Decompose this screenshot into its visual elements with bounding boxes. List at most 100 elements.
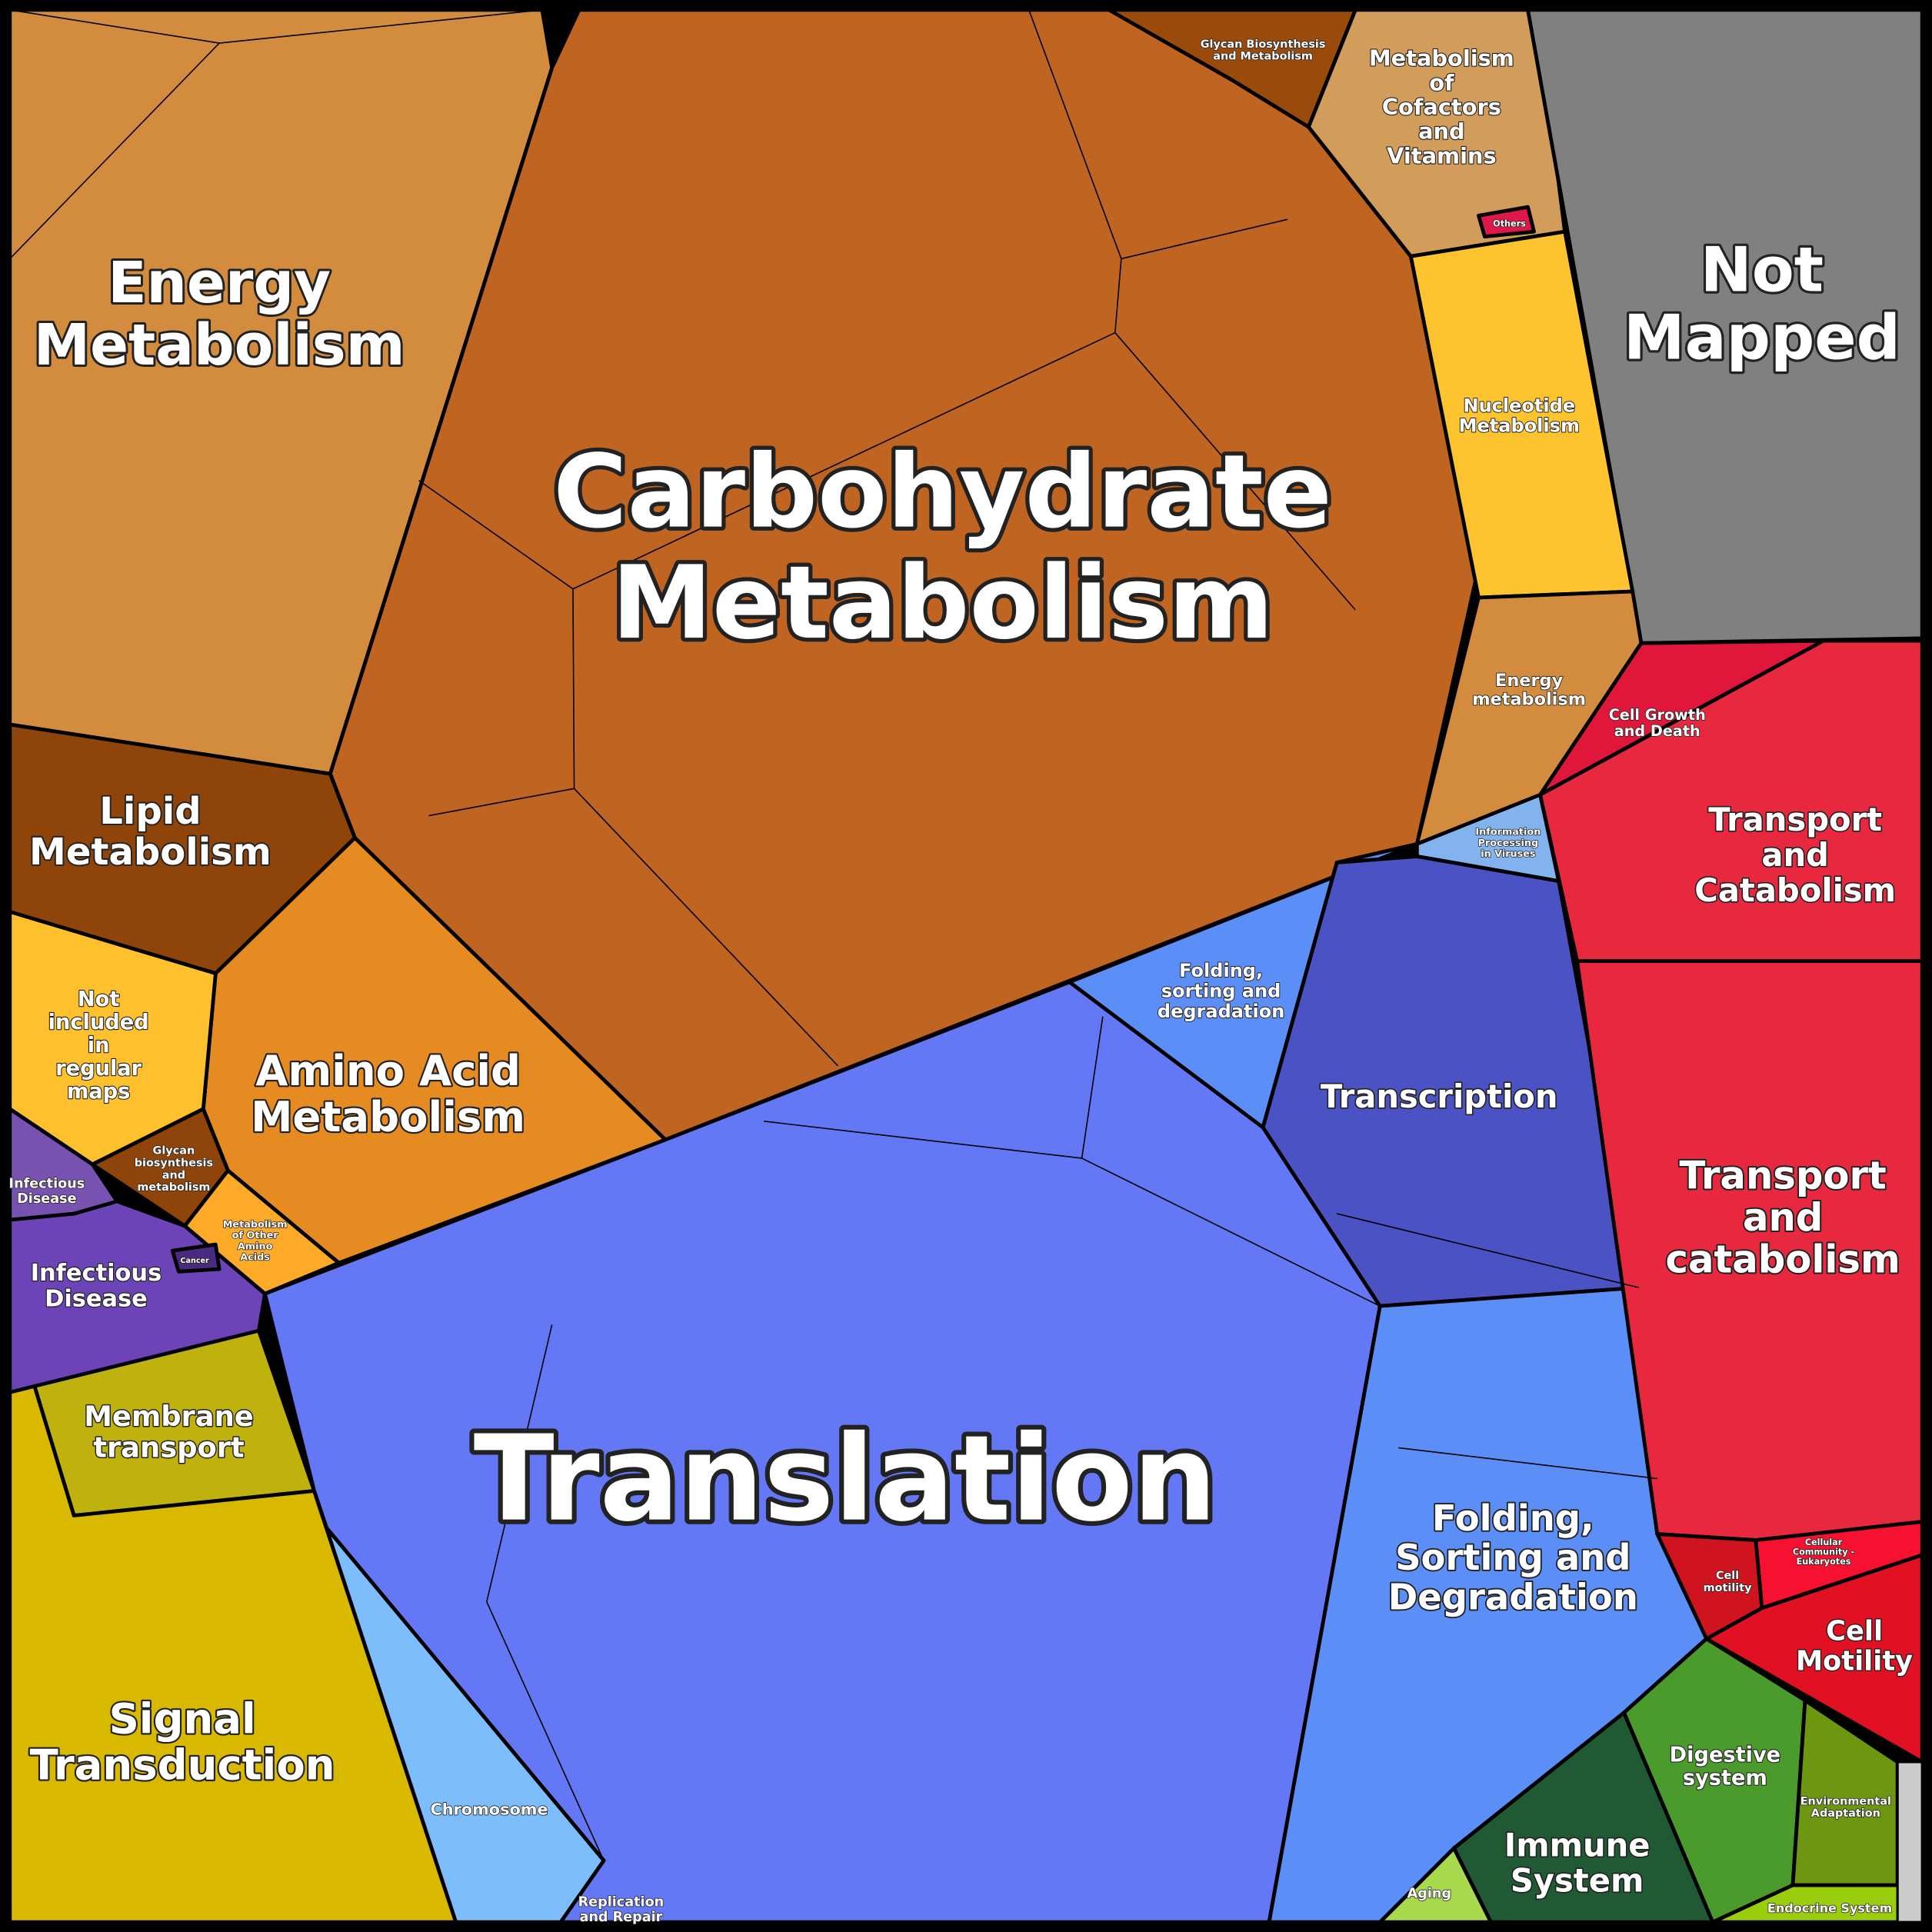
cell-edge <box>486 1324 553 1602</box>
label-line: Metabolism <box>251 1092 525 1141</box>
label-line: Cell Growth <box>1609 705 1706 723</box>
label-line: Cell <box>1716 1570 1739 1582</box>
region-label: Cancer <box>180 1257 209 1265</box>
label-line: Mapped <box>1624 302 1900 374</box>
label-line: catabolism <box>1666 1237 1900 1281</box>
label-line: Disease <box>17 1191 76 1207</box>
region-label: Cell Motility <box>1796 1616 1913 1677</box>
region-label: Membrane transport <box>84 1399 254 1464</box>
cell-edge <box>9 42 220 259</box>
label-line: Metabolism <box>1369 45 1514 72</box>
cell-edge <box>486 1601 605 1861</box>
label-line: Metabolism <box>34 313 405 378</box>
cells <box>8 8 1924 1924</box>
label-line: system <box>1683 1766 1767 1790</box>
label-line: Acids <box>240 1251 270 1263</box>
cell-edge <box>219 9 542 44</box>
label-line: Metabolism <box>29 831 271 874</box>
label-line: Carbohydrate <box>553 433 1332 551</box>
label-line: Motility <box>1796 1645 1913 1677</box>
region-label: Translation <box>474 1411 1217 1548</box>
label-line: Glycan Biosynthesis <box>1201 38 1326 51</box>
label-line: of Other <box>232 1230 279 1241</box>
label-line: Chromosome <box>430 1800 548 1818</box>
label-line: and Metabolism <box>1213 51 1313 63</box>
label-line: regular <box>55 1057 142 1081</box>
region-label: Energy metabolism <box>1472 670 1586 709</box>
region-label: Folding, Sorting and Degradation <box>1388 1497 1638 1617</box>
label-line: motility <box>1704 1582 1752 1594</box>
region-label: Transcription <box>1321 1078 1558 1115</box>
label-line: in <box>88 1034 110 1058</box>
label-line: included <box>48 1011 149 1034</box>
region-label: Signal Transduction <box>30 1694 335 1790</box>
label-line: Metabolism <box>1459 415 1580 437</box>
cell-edge <box>1081 1158 1381 1307</box>
label-line: Translation <box>474 1411 1217 1548</box>
label-line: maps <box>67 1080 130 1104</box>
cell-edge <box>418 480 574 590</box>
region-label: Not Mapped <box>1624 234 1900 373</box>
label-line: and <box>162 1169 185 1181</box>
cell <box>1477 205 1536 238</box>
label-line: Lipid <box>99 790 201 833</box>
cell-edge <box>572 331 1116 590</box>
label-line: Processing <box>1478 837 1539 848</box>
label-line: Membrane <box>84 1399 254 1432</box>
region-label: Transport and Catabolism <box>1694 801 1896 909</box>
region-label: Nucleotide Metabolism <box>1459 395 1580 436</box>
label-line: Disease <box>45 1285 148 1312</box>
region-label: Infectious Disease <box>31 1259 162 1311</box>
label-line: Immune <box>1504 1827 1651 1864</box>
region-label: Lipid Metabolism <box>29 790 271 874</box>
region-label: Information Processing in Viruses <box>1475 826 1541 859</box>
label-line: in Viruses <box>1481 848 1536 859</box>
label-line: Environmental <box>1800 1795 1891 1807</box>
label-line: Others <box>1493 219 1526 229</box>
region-label: Cellular Community -Eukaryotes <box>1793 1537 1855 1567</box>
cell-edge <box>1398 1447 1657 1480</box>
region-label: Transport and catabolism <box>1666 1153 1900 1281</box>
label-line: Transduction <box>30 1740 335 1790</box>
cell-edge <box>1114 258 1122 333</box>
label-line: and <box>1418 118 1465 145</box>
label-line: degradation <box>1158 1001 1284 1022</box>
label-line: metabolism <box>1472 689 1586 709</box>
label-line: Sorting and <box>1395 1537 1631 1578</box>
region-label: Digestive system <box>1670 1743 1781 1790</box>
label-line: and Death <box>1614 721 1700 739</box>
label-line: and <box>1743 1195 1823 1240</box>
region-label: Folding, sorting and degradation <box>1158 960 1284 1022</box>
label-line: Vitamins <box>1387 142 1497 168</box>
label-line: Infectious <box>31 1259 162 1286</box>
label-line: Information <box>1475 826 1541 838</box>
label-line: Cancer <box>180 1257 209 1265</box>
cell-edge <box>1081 1016 1104 1159</box>
label-line: Degradation <box>1388 1576 1638 1617</box>
label-line: Energy <box>108 251 331 316</box>
cell-edge <box>1121 218 1288 260</box>
label-line: Replication <box>578 1894 665 1910</box>
label-line: Not <box>1700 234 1824 305</box>
label-line: Folding, <box>1179 960 1263 981</box>
label-line: Endocrine System <box>1767 1900 1892 1915</box>
label-line: Cellular <box>1805 1537 1843 1547</box>
region-label: Not included in regular maps <box>48 988 149 1104</box>
cell-edge <box>428 788 575 817</box>
label-line: Transport <box>1708 801 1882 838</box>
region-label: Chromosome <box>430 1800 548 1818</box>
label-line: Not <box>78 988 120 1011</box>
region-label: Energy Metabolism <box>34 251 405 378</box>
label-line: Cofactors <box>1382 94 1501 120</box>
label-line: biosynthesis <box>135 1157 213 1169</box>
region-label: Cell Growth and Death <box>1609 705 1706 739</box>
label-line: Glycan <box>153 1145 195 1158</box>
cell <box>170 1242 222 1274</box>
cell-edge <box>1337 1213 1639 1288</box>
region-label: Aging <box>1407 1886 1451 1901</box>
label-line: Catabolism <box>1694 871 1896 909</box>
